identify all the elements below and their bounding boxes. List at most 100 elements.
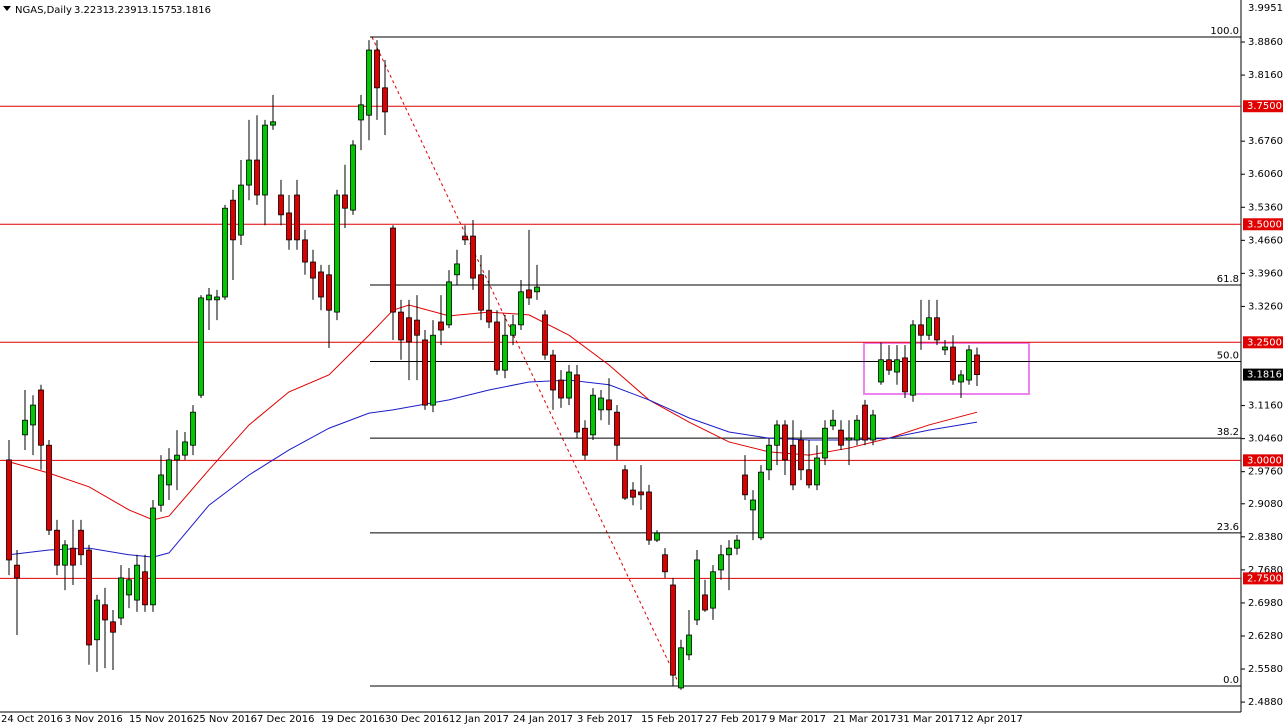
candle-body	[62, 544, 68, 566]
candle-body	[238, 184, 244, 236]
candle-body	[638, 491, 644, 496]
candle-body	[910, 324, 916, 396]
current-price-label: 3.1816	[1247, 370, 1282, 381]
candle-body	[718, 554, 724, 571]
level-label: 2.7500	[1247, 573, 1282, 584]
candle-body	[158, 474, 164, 506]
candle-body	[774, 424, 780, 446]
candle-body	[478, 274, 484, 311]
candle-body	[622, 469, 628, 499]
fib-level-label: 23.6	[1217, 522, 1239, 533]
candle-body	[182, 441, 188, 456]
candle-body	[870, 414, 876, 441]
candle-body	[118, 577, 124, 619]
candle-body	[150, 507, 156, 606]
candle-body	[166, 459, 172, 486]
x-tick-label: 19 Dec 2016	[321, 714, 385, 725]
candle-body	[510, 324, 516, 336]
y-tick-label: 2.9080	[1248, 499, 1283, 510]
fib-level-label: 50.0	[1217, 351, 1239, 362]
candle-body	[38, 389, 44, 446]
candle-body	[686, 634, 692, 656]
candle-body	[678, 647, 684, 689]
candle-body	[574, 374, 580, 433]
candle-body	[614, 411, 620, 446]
candle-body	[830, 419, 836, 427]
candle-body	[806, 469, 812, 486]
candle-body	[262, 124, 268, 196]
header-low: 3.1575	[142, 5, 177, 16]
x-tick-label: 25 Nov 2016	[193, 714, 257, 725]
level-label: 3.2500	[1247, 337, 1282, 348]
y-tick-label: 2.9760	[1248, 467, 1283, 478]
candle-body	[670, 584, 676, 676]
candle-body	[54, 529, 60, 566]
y-tick-label: 2.6280	[1248, 631, 1283, 642]
x-tick-label: 7 Dec 2016	[257, 714, 315, 725]
candle-body	[142, 571, 148, 606]
candle-body	[110, 621, 116, 633]
candle-body	[542, 314, 548, 356]
candle-body	[6, 459, 12, 561]
candle-body	[206, 294, 212, 301]
candle-body	[582, 427, 588, 456]
candle-body	[286, 212, 292, 241]
candle-body	[606, 399, 612, 411]
candle-body	[934, 317, 940, 341]
fib-level-label: 0.0	[1223, 675, 1239, 686]
candle-body	[86, 549, 92, 646]
candle-body	[502, 334, 508, 371]
candle-body	[454, 263, 460, 276]
x-tick-label: 15 Feb 2017	[641, 714, 703, 725]
candle-body	[782, 424, 788, 461]
y-tick-label: 3.4660	[1248, 235, 1283, 246]
header-icon	[3, 6, 11, 11]
fib-level-label: 38.2	[1217, 427, 1239, 438]
y-tick-label: 3.6760	[1248, 136, 1283, 147]
candle-body	[446, 281, 452, 326]
candle-body	[750, 499, 756, 511]
level-label-box	[1243, 100, 1283, 113]
y-tick-label: 2.8380	[1248, 532, 1283, 543]
candle-body	[438, 321, 444, 331]
x-tick-label: 21 Mar 2017	[833, 714, 896, 725]
candle-body	[854, 419, 860, 441]
level-label: 3.0000	[1247, 455, 1282, 466]
candle-body	[398, 311, 404, 341]
level-label-box	[1243, 454, 1283, 467]
current-price-box	[1243, 368, 1283, 381]
candle-body	[358, 104, 364, 121]
candle-body	[886, 359, 892, 371]
candle-body	[598, 397, 604, 411]
candle-body	[894, 359, 900, 373]
header-symbol: NGAS,Daily	[15, 5, 72, 16]
candle-body	[430, 334, 436, 406]
candle-body	[462, 235, 468, 241]
candle-body	[790, 444, 796, 486]
x-tick-label: 3 Feb 2017	[577, 714, 633, 725]
candle-body	[494, 321, 500, 371]
candle-body	[822, 427, 828, 459]
candle-body	[758, 471, 764, 539]
y-tick-label: 3.5360	[1248, 202, 1283, 213]
x-tick-label: 12 Jan 2017	[449, 714, 509, 725]
candle-body	[174, 454, 180, 461]
level-label: 3.5000	[1247, 219, 1282, 230]
candle-body	[334, 194, 340, 313]
y-tick-label: 3.3260	[1248, 301, 1283, 312]
range-box	[863, 342, 1030, 395]
header-close: 3.1816	[176, 5, 211, 16]
candle-body	[814, 457, 820, 486]
candle-body	[78, 529, 84, 556]
candle-body	[902, 357, 908, 393]
header-high: 3.2391	[108, 5, 143, 16]
candle-body	[734, 539, 740, 549]
candle-body	[406, 317, 412, 343]
candle-body	[942, 346, 948, 351]
candle-body	[14, 564, 20, 579]
y-tick-label: 3.3960	[1248, 268, 1283, 279]
y-axis-top-label: 3.9951	[1248, 3, 1283, 14]
